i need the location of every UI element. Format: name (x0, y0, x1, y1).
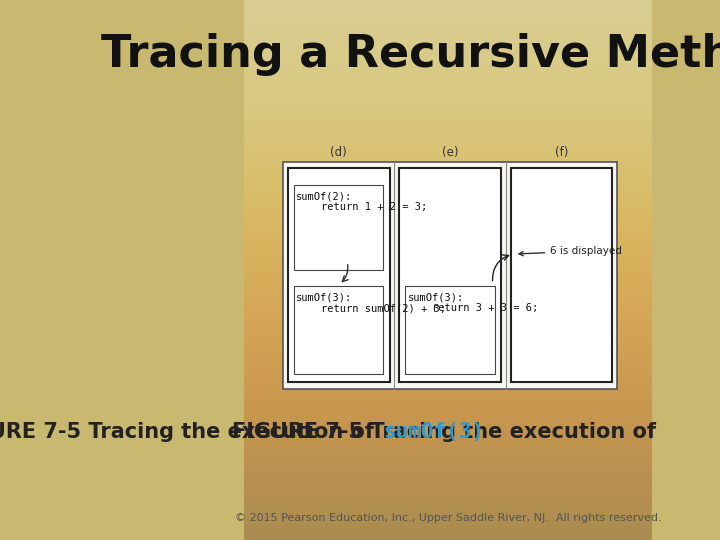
Text: sumOf(3):: sumOf(3): (408, 293, 464, 303)
FancyBboxPatch shape (283, 162, 617, 389)
Text: return 1 + 2 = 3;: return 1 + 2 = 3; (296, 202, 427, 212)
Text: return 3 + 3 = 6;: return 3 + 3 = 6; (408, 303, 539, 314)
Text: return sumOf(2) + 3;: return sumOf(2) + 3; (296, 303, 446, 314)
FancyBboxPatch shape (510, 168, 612, 382)
FancyBboxPatch shape (405, 286, 495, 374)
Text: © 2015 Pearson Education, Inc., Upper Saddle River, NJ.  All rights reserved.: © 2015 Pearson Education, Inc., Upper Sa… (235, 514, 662, 523)
Text: sumOf(3):: sumOf(3): (296, 293, 352, 303)
FancyBboxPatch shape (294, 185, 383, 270)
Text: sumOf(2):: sumOf(2): (296, 191, 352, 201)
Text: (f): (f) (554, 146, 568, 159)
Text: Tracing a Recursive Method: Tracing a Recursive Method (101, 32, 720, 76)
Text: 6 is displayed: 6 is displayed (519, 246, 622, 256)
Text: (d): (d) (330, 146, 347, 159)
Text: FIGURE 7-5 Tracing the execution of: FIGURE 7-5 Tracing the execution of (233, 422, 664, 442)
Text: sumOf(3): sumOf(3) (383, 422, 484, 442)
FancyBboxPatch shape (294, 286, 383, 374)
Text: (e): (e) (442, 146, 459, 159)
Text: FIGURE 7-5 Tracing the execution of: FIGURE 7-5 Tracing the execution of (0, 422, 381, 442)
FancyBboxPatch shape (288, 168, 390, 382)
FancyBboxPatch shape (400, 168, 501, 382)
